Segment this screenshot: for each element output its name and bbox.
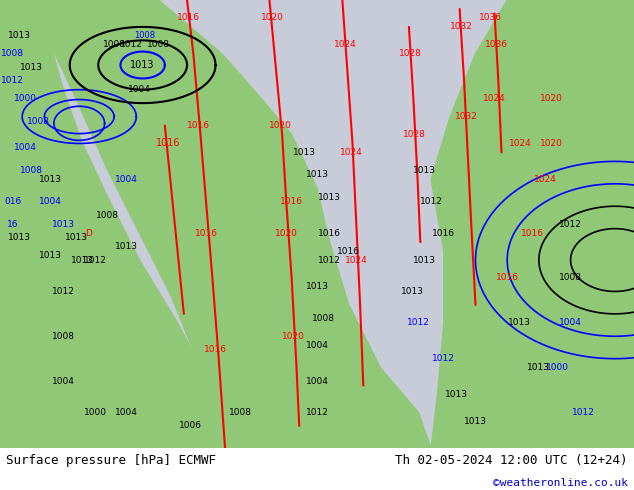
Text: 1024: 1024 [340,148,363,157]
Text: 1004: 1004 [39,197,62,206]
Text: 1004: 1004 [128,85,151,94]
Text: 1004: 1004 [559,318,582,327]
Text: 1016: 1016 [521,229,544,238]
Text: 1000: 1000 [14,94,37,103]
Text: 1020: 1020 [540,139,563,148]
Text: Surface pressure [hPa] ECMWF: Surface pressure [hPa] ECMWF [6,454,216,466]
Text: 1020: 1020 [269,121,292,130]
Text: 1013: 1013 [293,148,316,157]
Text: ©weatheronline.co.uk: ©weatheronline.co.uk [493,477,628,488]
Text: 1000: 1000 [84,408,107,417]
Text: 1024: 1024 [508,139,531,148]
Text: 1013: 1013 [413,256,436,265]
Text: 1013: 1013 [39,251,62,260]
Text: 1016: 1016 [337,246,360,256]
Text: 1013: 1013 [306,171,328,179]
Text: 1013: 1013 [20,63,43,72]
Text: 1013: 1013 [464,417,487,426]
Text: 1013: 1013 [445,390,468,399]
Text: 1013: 1013 [65,233,87,242]
Text: 1016: 1016 [280,197,303,206]
Text: 1004: 1004 [306,377,328,386]
Text: 1012: 1012 [318,256,341,265]
Text: 1016: 1016 [204,345,227,354]
Text: 1008: 1008 [134,31,155,40]
Text: 1013: 1013 [8,31,30,40]
Text: 1013: 1013 [401,287,424,296]
Text: 1008: 1008 [96,211,119,220]
Text: 1020: 1020 [275,229,298,238]
Polygon shape [0,0,228,448]
Text: 1016: 1016 [187,121,210,130]
Text: 1036: 1036 [479,13,501,23]
Text: 1028: 1028 [403,130,426,139]
Text: 016: 016 [4,197,22,206]
Text: 1004: 1004 [52,377,75,386]
Text: 1013: 1013 [52,220,75,229]
Text: 1024: 1024 [345,256,368,265]
Text: 1008: 1008 [312,314,335,323]
Text: 1016: 1016 [432,229,455,238]
Text: 1012: 1012 [52,287,75,296]
Text: 1013: 1013 [131,60,155,70]
Text: 1012: 1012 [306,408,328,417]
Text: 1016: 1016 [195,229,218,238]
Text: D: D [86,229,92,238]
Text: 1012: 1012 [572,408,595,417]
Text: 1016: 1016 [156,139,180,148]
Text: 1020: 1020 [540,94,563,103]
Text: 1012: 1012 [1,76,24,85]
Text: 1013: 1013 [306,282,328,292]
Text: 1016: 1016 [178,13,200,23]
Text: 1020: 1020 [281,332,304,341]
Text: 1012: 1012 [559,220,582,229]
Text: 1008: 1008 [27,117,49,125]
Text: 1013: 1013 [508,318,531,327]
Text: 1013: 1013 [8,233,30,242]
Text: 1024: 1024 [483,94,506,103]
Text: 1008: 1008 [20,166,43,175]
Text: 1013: 1013 [318,193,341,202]
Text: 1032: 1032 [450,23,473,31]
Text: 1012: 1012 [84,256,107,265]
Text: 1028: 1028 [399,49,422,58]
Text: 1024: 1024 [333,40,356,49]
Text: 1013: 1013 [39,175,62,184]
Text: 1016: 1016 [318,229,341,238]
Text: 1006: 1006 [179,421,202,430]
Text: 1012: 1012 [432,354,455,363]
Text: 1000: 1000 [547,363,569,372]
Text: 1016: 1016 [496,273,519,282]
Text: 1008: 1008 [1,49,24,58]
Text: 1036: 1036 [485,40,508,49]
Text: 1013: 1013 [527,363,550,372]
Text: 1004: 1004 [306,341,328,350]
Text: Th 02-05-2024 12:00 UTC (12+24): Th 02-05-2024 12:00 UTC (12+24) [395,454,628,466]
Text: 16: 16 [7,220,18,229]
Text: 1024: 1024 [534,175,557,184]
Text: 1004: 1004 [14,144,37,152]
Text: 1004: 1004 [115,408,138,417]
Text: 1008: 1008 [559,273,582,282]
Text: 1012: 1012 [407,318,430,327]
Text: 1020: 1020 [261,13,284,23]
Text: 1013: 1013 [71,256,94,265]
Text: 1012: 1012 [420,197,443,206]
Text: 1008: 1008 [230,408,252,417]
Text: 1013: 1013 [413,166,436,175]
Polygon shape [38,0,431,448]
Text: 1008: 1008 [103,40,126,49]
Text: 1008: 1008 [52,332,75,341]
Text: 1004: 1004 [115,175,138,184]
Polygon shape [431,0,634,448]
Text: 1008: 1008 [147,40,170,49]
Text: 1013: 1013 [115,242,138,251]
Text: 1012: 1012 [120,40,143,49]
Text: 1032: 1032 [455,112,478,121]
